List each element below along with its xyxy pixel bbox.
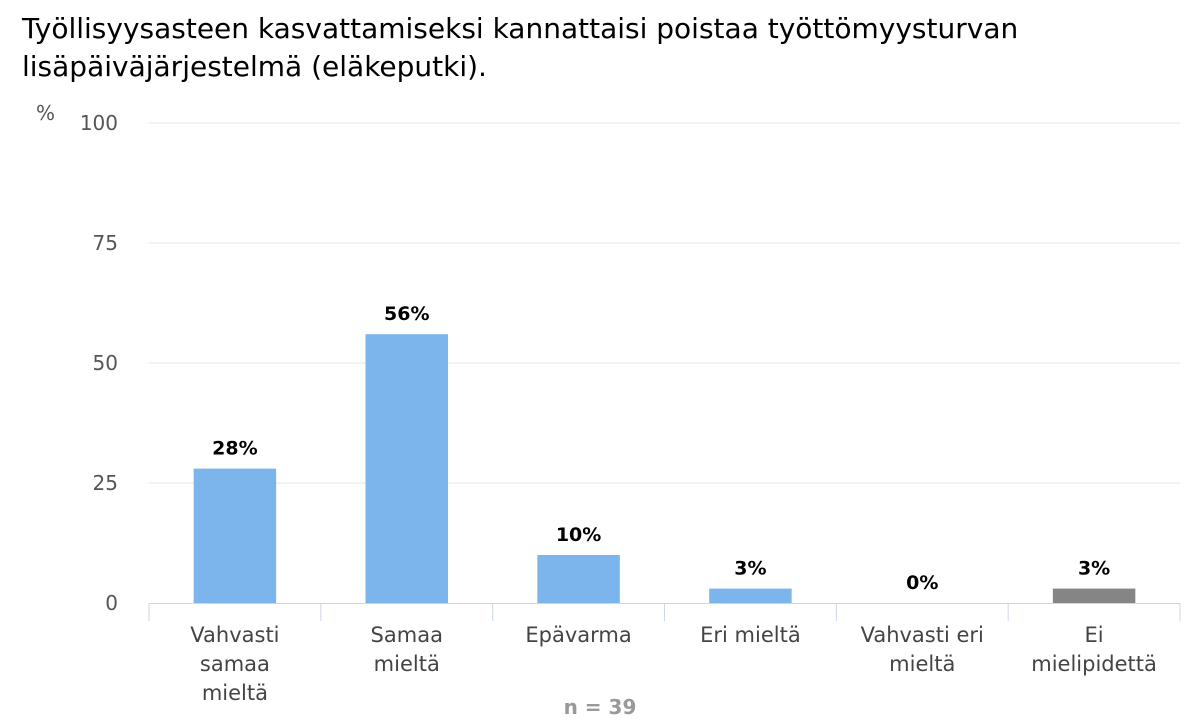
x-axis: Vahvasti samaa mieltä Samaa mieltä Epävarma Er… <box>148 603 1181 705</box>
y-tick-label: 100 <box>80 111 118 135</box>
gridlines <box>149 122 1180 484</box>
data-labels: 28% 56% 10% 3% 0% 3% <box>212 303 1110 594</box>
y-axis-label: % <box>36 101 56 125</box>
y-tick-label: 75 <box>93 231 118 255</box>
data-label: 3% <box>1078 558 1110 580</box>
x-category-label: Vahvasti eri mieltä <box>861 623 984 676</box>
y-tick-label: 25 <box>93 471 118 495</box>
bar <box>193 468 277 603</box>
data-label: 3% <box>734 558 766 580</box>
data-label: 10% <box>556 524 601 546</box>
bar <box>1052 588 1136 603</box>
bar <box>365 334 448 603</box>
x-category-label: Vahvasti samaa mieltä <box>190 623 279 705</box>
x-category-label: Eri mieltä <box>700 623 801 647</box>
y-tick-labels: 0 25 50 75 100 <box>80 111 118 615</box>
bar <box>709 588 792 603</box>
y-tick-label: 50 <box>93 351 118 375</box>
chart-title: Työllisyysasteen kasvattamiseksi kannatt… <box>22 12 1019 83</box>
bars <box>193 334 1136 603</box>
bar <box>537 555 620 603</box>
y-tick-label: 0 <box>105 591 118 615</box>
sample-size: n = 39 <box>563 695 637 719</box>
x-category-label: Samaa mieltä <box>371 623 443 676</box>
data-label: 28% <box>212 438 257 460</box>
data-label: 0% <box>906 572 938 594</box>
x-category-label: Epävarma <box>525 623 631 647</box>
data-label: 56% <box>384 303 429 325</box>
x-category-label: Ei mielipidettä <box>1031 623 1157 676</box>
